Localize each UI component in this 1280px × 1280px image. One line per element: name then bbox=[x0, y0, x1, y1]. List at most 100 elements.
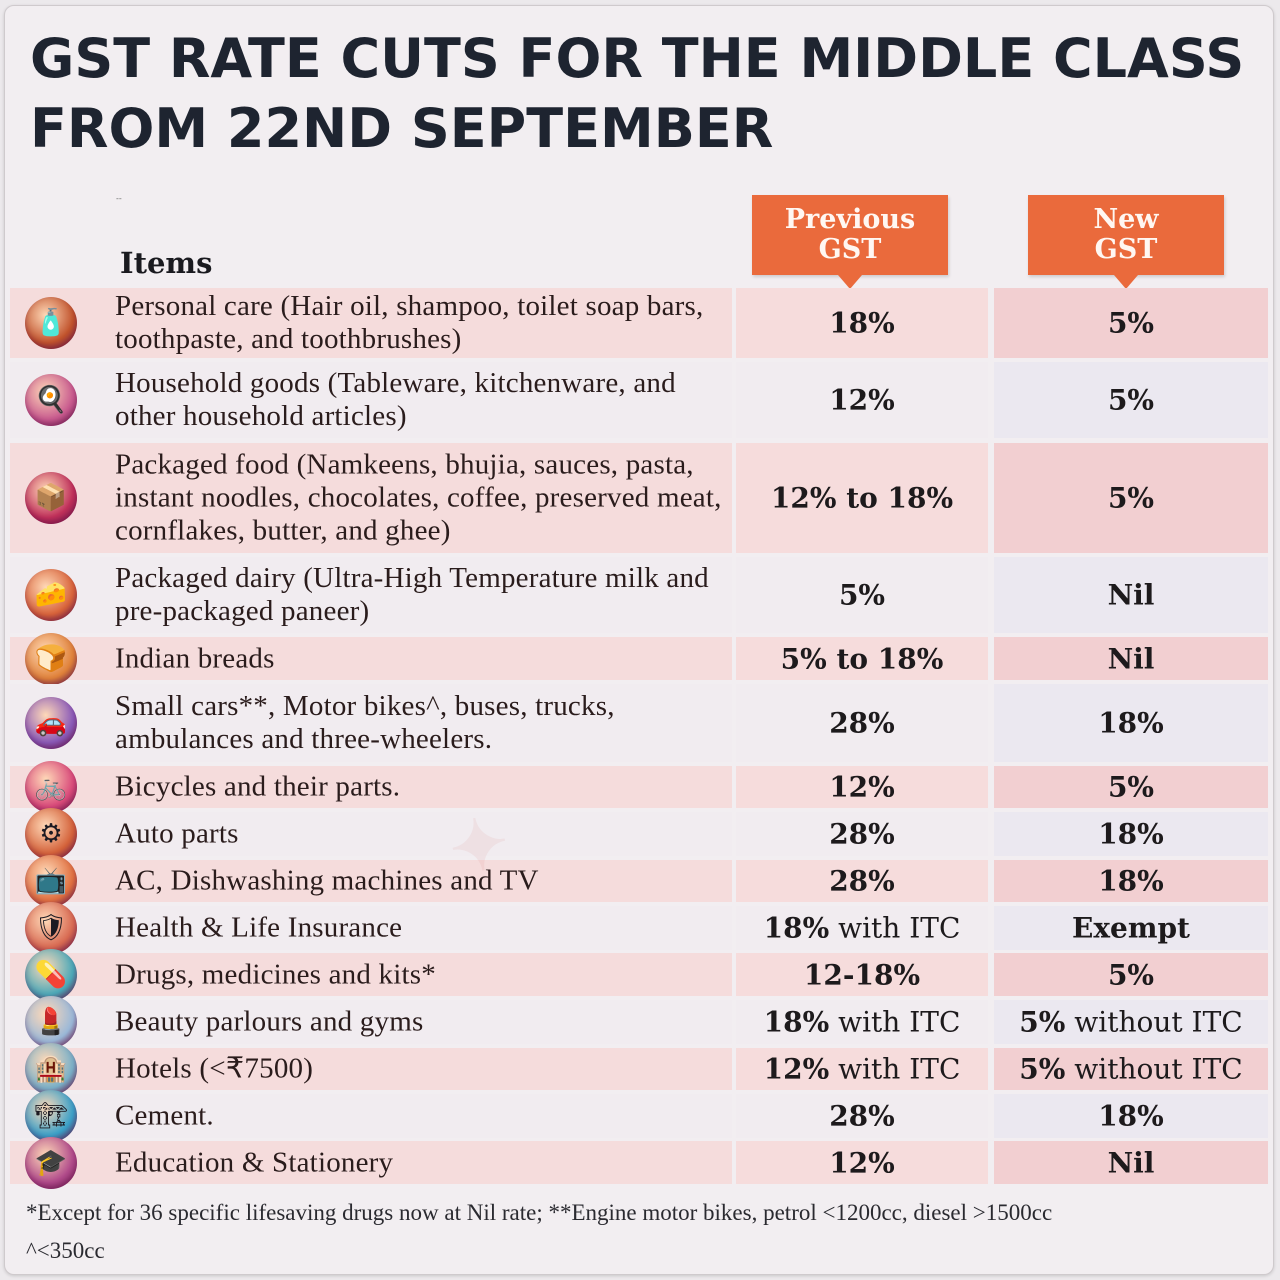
item-cell: 💄 Beauty parlours and gyms bbox=[10, 996, 732, 1048]
previous-gst-cell: 12% to 18% bbox=[736, 443, 988, 553]
vehicles-icon: 🚗 bbox=[25, 697, 77, 749]
footnote: *Except for 36 specific lifesaving drugs… bbox=[26, 1194, 1256, 1270]
rate-value: 5% bbox=[1019, 1005, 1066, 1039]
item-label: Cement. bbox=[115, 1099, 214, 1132]
stray-mark: -- bbox=[116, 194, 122, 203]
previous-gst-cell: 5% bbox=[736, 557, 988, 633]
table-row: 🏨 Hotels (<₹7500) 12% with ITC 5% without I… bbox=[10, 1043, 1268, 1095]
title-line-1: GST RATE CUTS FOR THE MIDDLE CLASS bbox=[30, 27, 1245, 90]
beauty-products-icon: 💄 bbox=[25, 996, 77, 1048]
previous-gst-cell: 12% with ITC bbox=[736, 1048, 988, 1090]
rate-value: 28% bbox=[829, 1099, 895, 1133]
rate-value: 18% bbox=[1098, 1099, 1164, 1133]
previous-gst-cell-value: 18% with ITC bbox=[736, 1006, 988, 1039]
previous-gst-cell: 28% bbox=[736, 860, 988, 902]
item-cell: 🍳 Household goods (Tableware, kitchenware… bbox=[10, 362, 732, 438]
table-row: 🍳 Household goods (Tableware, kitchenware… bbox=[10, 362, 1268, 438]
rate-value: 5% to 18% bbox=[780, 642, 944, 675]
new-gst-cell-value: 5% bbox=[994, 771, 1268, 804]
rate-value: 28% bbox=[829, 817, 895, 851]
new-gst-cell: 5% without ITC bbox=[994, 1048, 1268, 1090]
previous-gst-cell-value: 28% bbox=[736, 818, 988, 851]
table-row: 💊 Drugs, medicines and kits* 12-18% 5% bbox=[10, 948, 1268, 1001]
item-cell: 🧀 Packaged dairy (Ultra-High Temperature … bbox=[10, 557, 732, 633]
new-gst-cell: 5% bbox=[994, 766, 1268, 808]
bread-icon: 🍞 bbox=[25, 632, 77, 685]
rate-value: 18% bbox=[763, 1005, 830, 1039]
new-gst-cell: Nil bbox=[994, 1141, 1268, 1184]
rate-qualifier: without ITC bbox=[1065, 1052, 1243, 1086]
rate-qualifier: without ITC bbox=[1065, 1005, 1243, 1039]
item-cell: 🛡 Health & Life Insurance bbox=[10, 902, 732, 954]
rate-value: 5% bbox=[1019, 1052, 1066, 1086]
new-gst-cell: Exempt bbox=[994, 906, 1268, 950]
table-row: 🏗 Cement. 28% 18% bbox=[10, 1090, 1268, 1142]
rate-value: 12-18% bbox=[803, 958, 921, 991]
rate-qualifier: with ITC bbox=[829, 1005, 961, 1039]
new-gst-cell-value: 5% without ITC bbox=[994, 1053, 1268, 1086]
item-label: Indian breads bbox=[115, 642, 275, 674]
new-gst-cell-value: 18% bbox=[994, 865, 1268, 898]
new-gst-cell-value: Nil bbox=[994, 1146, 1268, 1179]
item-label: Health & Life Insurance bbox=[115, 911, 403, 944]
footnote-line-2: ^<350cc bbox=[26, 1238, 105, 1263]
bicycle-icon: 🚲 bbox=[25, 761, 77, 813]
rate-value: 18% bbox=[763, 911, 830, 945]
previous-gst-label-line-1: Previous bbox=[784, 204, 916, 235]
table-row: 📦 Packaged food (Namkeens, bhujia, sauces… bbox=[10, 443, 1268, 553]
new-gst-cell-value: Exempt bbox=[994, 912, 1268, 945]
item-cell: 📺 AC, Dishwashing machines and TV bbox=[10, 855, 732, 907]
new-gst-cell: 5% bbox=[994, 288, 1268, 358]
table-row: ⚙ Auto parts 28% 18% bbox=[10, 808, 1268, 860]
previous-gst-cell: 12-18% bbox=[736, 953, 988, 996]
previous-gst-cell: 12% bbox=[736, 362, 988, 438]
item-label: Auto parts bbox=[115, 817, 239, 850]
appliance-washing-machine-icon: 📺 bbox=[25, 855, 77, 907]
household-kitchenware-icon: 🍳 bbox=[25, 374, 77, 426]
previous-gst-cell: 18% with ITC bbox=[736, 906, 988, 950]
previous-gst-cell-value: 5% to 18% bbox=[736, 642, 988, 675]
previous-gst-cell: 12% bbox=[736, 766, 988, 808]
previous-gst-cell-value: 12% bbox=[736, 771, 988, 804]
rate-value: 5% bbox=[1107, 306, 1155, 340]
rate-value: 5% bbox=[1107, 383, 1155, 417]
previous-gst-cell-value: 12% to 18% bbox=[736, 482, 988, 515]
table-row: 🛡 Health & Life Insurance 18% with ITC Exem… bbox=[10, 902, 1268, 954]
item-label: Personal care (Hair oil, shampoo, toilet… bbox=[115, 290, 704, 355]
page-title: GST RATE CUTS FOR THE MIDDLE CLASS FROM … bbox=[30, 24, 1270, 164]
auto-parts-wheel-icon: ⚙ bbox=[25, 808, 77, 860]
previous-gst-cell-value: 28% bbox=[736, 1100, 988, 1133]
rate-qualifier: with ITC bbox=[829, 1052, 961, 1086]
previous-gst-cell-value: 28% bbox=[736, 865, 988, 898]
rate-value: Nil bbox=[1107, 642, 1155, 675]
hotel-building-icon: 🏨 bbox=[25, 1043, 77, 1095]
previous-gst-cell-value: 28% bbox=[736, 707, 988, 740]
item-label: Household goods (Tableware, kitchenware,… bbox=[115, 367, 676, 432]
rate-value: 5% bbox=[1107, 481, 1155, 515]
previous-gst-column-header: Previous GST bbox=[752, 195, 948, 289]
item-label: Packaged food (Namkeens, bhujia, sauces,… bbox=[115, 448, 722, 547]
item-cell: 🚲 Bicycles and their parts. bbox=[10, 761, 732, 813]
new-gst-cell: 5% bbox=[994, 362, 1268, 438]
new-gst-cell-value: 5% bbox=[994, 482, 1268, 515]
previous-gst-cell-value: 18% with ITC bbox=[736, 912, 988, 945]
rate-value: 5% bbox=[838, 578, 886, 612]
new-gst-cell-value: Nil bbox=[994, 579, 1268, 612]
title-line-2: FROM 22ND SEPTEMBER bbox=[30, 97, 774, 160]
table-row: 🎓 Education & Stationery 12% Nil bbox=[10, 1136, 1268, 1189]
rate-value: 12% bbox=[829, 770, 895, 804]
insurance-shield-heart-icon: 🛡 bbox=[25, 902, 77, 954]
previous-gst-cell-value: 5% bbox=[736, 579, 988, 612]
new-gst-cell-value: 18% bbox=[994, 818, 1268, 851]
new-gst-cell-value: Nil bbox=[994, 642, 1268, 675]
new-gst-cell-value: 5% bbox=[994, 958, 1268, 991]
new-gst-cell: 18% bbox=[994, 812, 1268, 856]
new-gst-cell: 18% bbox=[994, 1094, 1268, 1138]
previous-gst-cell-value: 18% bbox=[736, 307, 988, 340]
item-label: Drugs, medicines and kits* bbox=[115, 958, 436, 990]
new-gst-cell-value: 5% without ITC bbox=[994, 1006, 1268, 1039]
item-label: Education & Stationery bbox=[115, 1146, 394, 1178]
previous-gst-cell: 18% with ITC bbox=[736, 1000, 988, 1044]
rate-value: 28% bbox=[829, 706, 895, 740]
previous-gst-cell: 18% bbox=[736, 288, 988, 358]
